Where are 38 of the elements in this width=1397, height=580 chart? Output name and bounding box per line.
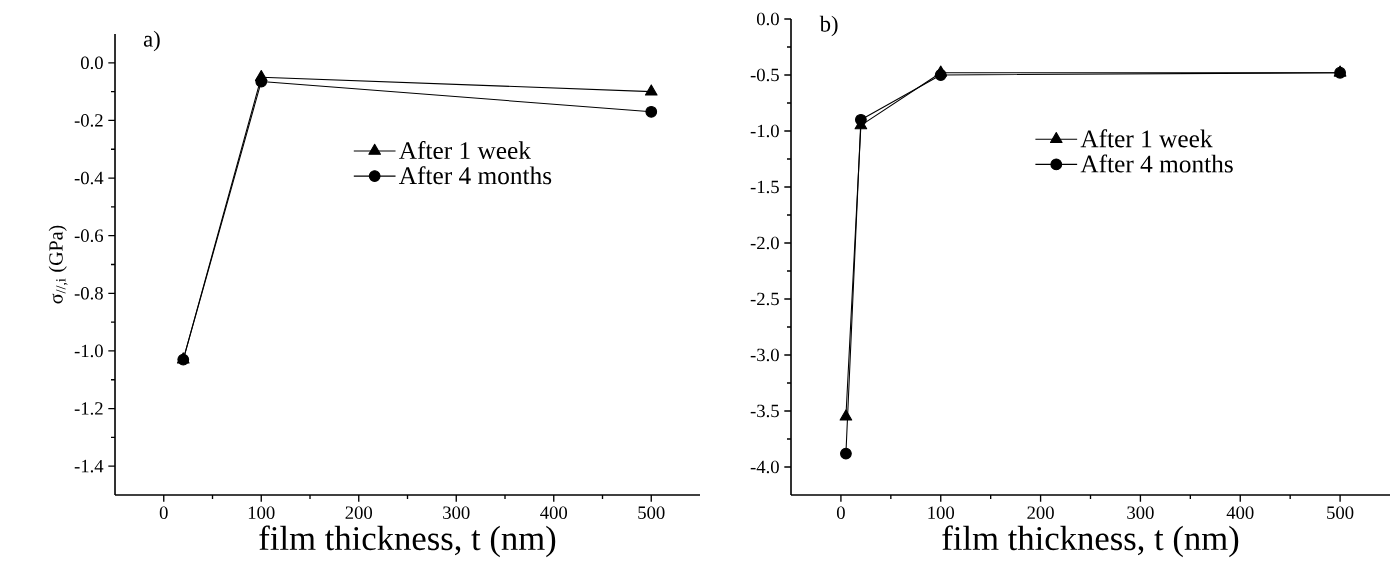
y-tick-label: -1.0 <box>750 124 779 138</box>
y-tick-label: -1.4 <box>74 459 104 473</box>
x-tick-label: 300 <box>1127 506 1154 519</box>
x-tick-label: 400 <box>540 506 568 519</box>
y-tick-label: -1.2 <box>74 402 103 415</box>
y-tick-label: -0.4 <box>74 171 104 185</box>
y-tick-label: -0.2 <box>74 114 103 127</box>
y-tick-label: -2.5 <box>750 292 779 306</box>
chart-title: b) <box>819 15 838 37</box>
y-tick-label: -0.8 <box>74 286 103 300</box>
x-tick-label: 100 <box>928 506 955 519</box>
x-axis-title: film thickness, t (nm) <box>942 525 1239 558</box>
y-tick-label: -2.0 <box>750 236 779 250</box>
x-tick-label: 200 <box>1027 506 1054 519</box>
x-tick-label: 400 <box>1226 506 1254 519</box>
y-tick-label: 0.0 <box>80 56 103 70</box>
x-axis-title: film thickness, t (nm) <box>259 525 556 558</box>
y-tick-label: -4.0 <box>750 460 779 474</box>
legend-label: After 4 months <box>398 166 552 185</box>
y-tick-label: -1.0 <box>74 344 103 358</box>
y-tick-label: -1.5 <box>750 180 779 194</box>
y-tick-label: -0.6 <box>74 229 104 243</box>
legend-label: After 1 week <box>398 141 531 160</box>
legend-label: After 4 months <box>1080 154 1233 173</box>
legend-label: After 1 week <box>1080 129 1213 148</box>
x-tick-label: 500 <box>1327 506 1354 519</box>
y-tick-label: -3.0 <box>750 348 779 362</box>
y-axis-title: σ$_{//,i}$ (GPa) <box>48 225 68 304</box>
x-tick-label: 500 <box>638 506 665 519</box>
x-tick-label: 0 <box>836 506 845 519</box>
x-tick-label: 300 <box>443 506 470 519</box>
y-tick-label: 0.0 <box>756 12 779 26</box>
x-tick-label: 200 <box>345 506 373 519</box>
chart-title: a) <box>143 30 160 52</box>
x-tick-label: 100 <box>248 506 275 519</box>
y-tick-label: -3.5 <box>750 404 779 418</box>
y-tick-label: -0.5 <box>750 68 779 82</box>
x-tick-label: 0 <box>159 506 168 519</box>
